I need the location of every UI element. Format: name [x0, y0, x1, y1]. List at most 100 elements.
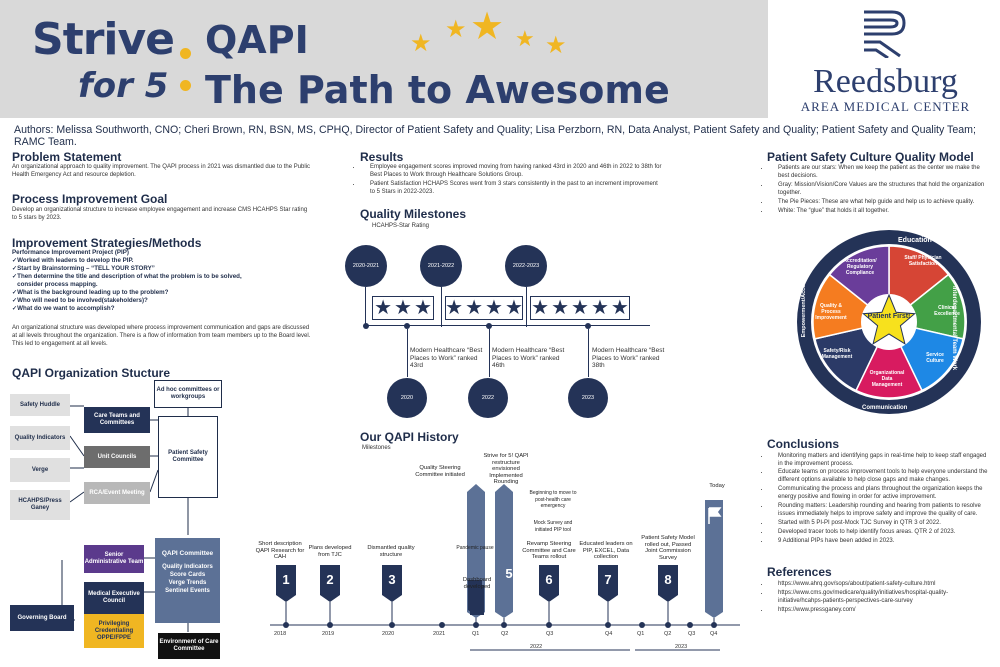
- milestone-stem: [588, 329, 589, 377]
- milestone-text: Modern Healthcare “Best Places to Work” …: [492, 347, 565, 369]
- history-note: Pandemic pause: [456, 545, 494, 551]
- logo-name: Reedsburg: [813, 63, 958, 100]
- timeline-span: 2022: [530, 644, 543, 650]
- history-label: Short description QAPI Research for CAH: [255, 541, 305, 560]
- milestone-year: 2020: [387, 378, 427, 418]
- star-icon: ★: [410, 30, 432, 57]
- star-icon: ★: [545, 32, 567, 59]
- timeline-tick: 2020: [382, 631, 395, 637]
- history-subtitle: Milestones: [362, 445, 391, 451]
- reference-item[interactable]: https://www.ahrq.gov/sops/about/patient-…: [770, 580, 990, 588]
- star-icon: ★: [610, 297, 629, 319]
- milestone-dot: [585, 323, 591, 329]
- org-safety-huddle: Safety Huddle: [10, 394, 70, 416]
- org-care-teams: Care Teams and Committees: [84, 407, 150, 433]
- timeline-tick: Q4: [710, 631, 718, 637]
- history-title: Our QAPI History: [360, 430, 459, 444]
- org-rca-meeting: RCA/Event Meeting: [84, 482, 150, 504]
- reference-item[interactable]: https://www.pressganey.com/: [770, 606, 990, 614]
- header-banner: [0, 0, 768, 118]
- model-center-label: Patient First!: [867, 313, 911, 320]
- star-rating-5: ★ ★ ★ ★ ★: [530, 296, 630, 320]
- history-label: Revamp Steering Committee and Care Teams…: [522, 541, 576, 560]
- milestone-stem: [526, 287, 527, 327]
- results-title: Results: [360, 150, 404, 164]
- milestone-text: Modern Healthcare “Best Places to Work” …: [410, 347, 483, 369]
- history-number: 2: [326, 572, 334, 587]
- milestone-dot: [486, 323, 492, 329]
- history-note: Beginning to move to post-health care em…: [529, 490, 577, 509]
- strategies-subtitle: Performance Improvement Project (PIP): [12, 249, 129, 256]
- goal-text: Develop an organizational structure to i…: [12, 207, 308, 221]
- slice-label: Accreditation/ Regulatory Compliance: [843, 258, 877, 276]
- model-title: Patient Safety Culture Quality Model: [767, 150, 974, 164]
- strategies-title: Improvement Strategies/Methods: [12, 236, 202, 250]
- star-icon: ★: [551, 297, 570, 319]
- strategy-item: ✓Start by Brainstorming – “TELL YOUR STO…: [12, 265, 155, 272]
- slice-label: Staff/ Physician Satisfaction: [904, 255, 942, 267]
- reference-item[interactable]: https://www.cms.gov/medicare/quality/ini…: [770, 589, 990, 605]
- colon-dots: [180, 40, 192, 100]
- conclusion-item: Educate teams on process improvement too…: [770, 468, 990, 484]
- ring-label: Mission/Vision/Core Values: [823, 224, 890, 230]
- path-title: The Path to Awesome: [205, 68, 670, 112]
- strategy-item: ✓What is the background leading up to th…: [12, 289, 169, 296]
- quality-model-wheel: [797, 230, 981, 414]
- references-title: References: [767, 565, 832, 579]
- strategy-item: ✓Worked with leaders to develop the PIP.: [12, 257, 134, 264]
- timeline-tick: Q2: [501, 631, 509, 637]
- model-item: Patients are our stars: When we keep the…: [770, 164, 985, 180]
- star-icon: ★: [465, 297, 483, 319]
- timeline-tick: Q1: [637, 631, 645, 637]
- star-icon: ★: [374, 297, 393, 319]
- conclusion-item: 9 Additional PIPs have been added in 202…: [770, 537, 990, 545]
- org-senior-team: Senior Administrative Team: [84, 545, 144, 573]
- slice-label: Service Culture: [926, 352, 944, 364]
- ring-label: Education: [898, 237, 932, 244]
- milestone-year: 2022: [468, 378, 508, 418]
- history-number: 4: [436, 566, 444, 581]
- qapi-item: Quality Indicators: [162, 564, 213, 570]
- milestone-year: 2023: [568, 378, 608, 418]
- conclusion-item: Communicating the process and plans thro…: [770, 485, 990, 501]
- star-icon: ★: [394, 297, 412, 319]
- qapi-item: Score Cards: [169, 572, 206, 578]
- history-label: Dashboard developed: [462, 577, 492, 590]
- timeline-tick: 2019: [322, 631, 335, 637]
- org-mec: Medical Executive Council: [84, 582, 144, 614]
- org-adhoc: Ad hoc committees or workgroups: [154, 380, 222, 408]
- star-icon: ★: [445, 16, 467, 43]
- star-icon: ★: [445, 297, 464, 319]
- history-number: 7: [604, 572, 612, 587]
- history-number: 6: [545, 572, 553, 587]
- logo-subtitle: AREA MEDICAL CENTER: [800, 99, 971, 114]
- model-item: Gray: Mission/Vision/Core Values are the…: [770, 181, 985, 197]
- history-label: Today: [709, 483, 725, 489]
- star-icon: ★: [590, 297, 609, 319]
- milestones-subtitle: HCAHPS-Star Rating: [372, 223, 430, 229]
- strive-title: Strive: [32, 14, 175, 65]
- slice-label: Safety/Risk Management: [821, 348, 853, 360]
- star-icon: ★: [571, 297, 589, 319]
- milestone-stem: [441, 287, 442, 327]
- history-label: Educated leaders on PIP, EXCEL, Data col…: [579, 541, 633, 560]
- goal-title: Process Improvement Goal: [12, 192, 168, 206]
- history-label: Patient Safety Model rolled out, Passed …: [641, 535, 695, 561]
- milestone-line: [365, 325, 650, 326]
- slice-label: Clinical Excellence: [934, 305, 960, 317]
- conclusions-title: Conclusions: [767, 437, 840, 451]
- conclusion-item: Developed tracer tools to help identify …: [770, 528, 990, 536]
- qapi-item: Verge Trends: [168, 580, 207, 586]
- timeline-span: 2023: [675, 644, 688, 650]
- star-rating-4: ★ ★ ★ ★: [445, 296, 523, 320]
- problem-title: Problem Statement: [12, 150, 122, 164]
- strategy-item: ✓Then determine the title and descriptio…: [12, 273, 242, 280]
- ring-label: Empowerment/Accountability: [801, 260, 807, 338]
- history-label: Dismantled quality structure: [367, 545, 415, 558]
- qapi-committee-title: QAPI Committee: [161, 550, 214, 557]
- timeline-tick: 2018: [274, 631, 287, 637]
- star-icon: ★: [413, 297, 432, 319]
- history-note: Mock Survey and initiated PIP tool: [533, 520, 573, 533]
- strategies-text: An organizational structure was develope…: [12, 325, 311, 347]
- timeline-tick: Q4: [605, 631, 613, 637]
